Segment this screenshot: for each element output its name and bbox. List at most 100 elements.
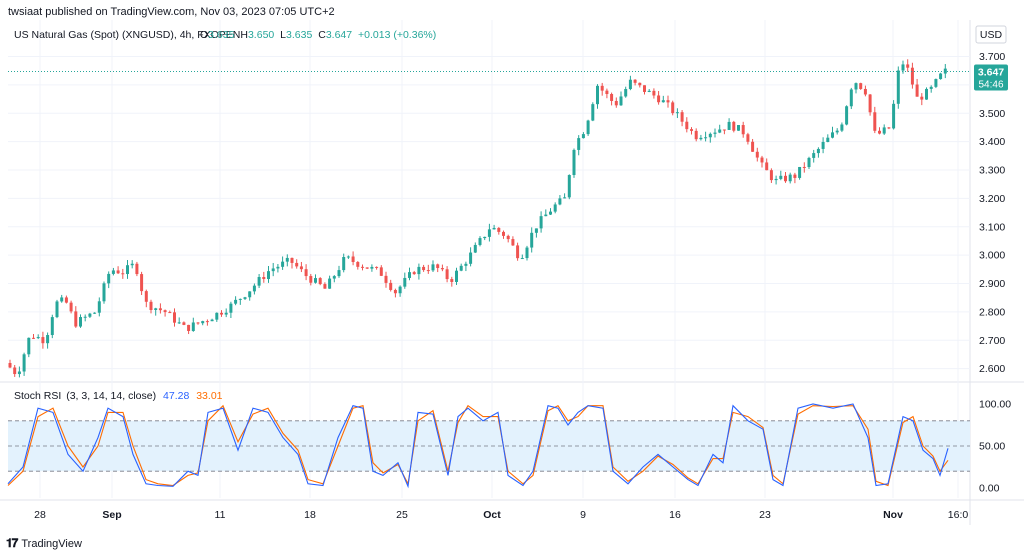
candle-body xyxy=(737,125,740,131)
candle-body xyxy=(605,90,609,95)
candle-body xyxy=(882,127,886,134)
candle-body xyxy=(304,269,308,277)
candle-body xyxy=(661,100,665,103)
candle-body xyxy=(121,273,125,275)
candle-body xyxy=(55,301,59,318)
candle-body xyxy=(173,312,176,323)
candle-body xyxy=(939,73,943,80)
candle-body xyxy=(520,258,524,260)
candle-body xyxy=(821,142,825,149)
candle-body xyxy=(229,303,233,313)
candle-body xyxy=(163,310,167,313)
candle-body xyxy=(868,94,872,113)
candle-body xyxy=(393,289,397,294)
candle-body xyxy=(544,214,548,217)
candle-body xyxy=(285,257,289,262)
candle-body xyxy=(647,90,651,92)
candle-body xyxy=(158,308,162,311)
candle-body xyxy=(351,256,355,263)
candle-body xyxy=(680,112,684,122)
candle-body xyxy=(328,278,332,289)
footer-brand[interactable]: 𝟏𝟕 TradingView xyxy=(6,536,82,551)
candles xyxy=(8,59,947,378)
price-tick-label: 2.900 xyxy=(979,278,1005,290)
candle-body xyxy=(440,268,444,270)
ohlc-legend: O3.635 H3.650 L3.635 C3.647 +0.013 (+0.3… xyxy=(200,29,436,41)
candle-body xyxy=(487,229,491,237)
candle-body xyxy=(831,132,834,138)
candle-body xyxy=(887,127,891,129)
stoch-band xyxy=(8,420,970,472)
candle-body xyxy=(755,151,759,158)
candle-body xyxy=(436,264,440,269)
candle-body xyxy=(88,313,92,317)
candle-body xyxy=(191,322,195,331)
candle-body xyxy=(332,276,336,279)
candle-body xyxy=(610,94,614,101)
candle-body xyxy=(93,312,97,314)
time-tick-label: 16 xyxy=(669,509,681,521)
candle-body xyxy=(624,89,628,97)
price-tick-label: 3.700 xyxy=(979,51,1005,63)
time-axis[interactable]: 28 Sep 11 18 25 Oct 9 16 23 Nov 16:0 xyxy=(34,509,968,521)
candle-body xyxy=(497,227,501,232)
stoch-tick-label: 0.00 xyxy=(979,483,1000,495)
candle-body xyxy=(741,125,745,135)
candle-body xyxy=(727,121,731,130)
candle-body xyxy=(802,166,806,168)
time-tick-label: 16:0 xyxy=(948,509,969,521)
price-chart[interactable]: 3.7003.6003.5003.4003.3003.2003.1003.000… xyxy=(0,20,1024,525)
candle-body xyxy=(182,322,186,325)
candle-body xyxy=(765,162,769,171)
candle-body xyxy=(97,301,101,313)
candle-body xyxy=(356,262,360,267)
price-tick-label: 3.500 xyxy=(979,108,1005,120)
price-tick-label: 3.000 xyxy=(979,250,1005,262)
candle-body xyxy=(135,263,139,275)
candle-body xyxy=(558,198,562,205)
candle-body xyxy=(873,112,877,131)
candle-body xyxy=(346,256,350,258)
chart-title: US Natural Gas (Spot) (XNGUSD), 4h, FXOP… xyxy=(14,29,240,41)
candle-body xyxy=(36,337,40,339)
price-tick-label: 3.300 xyxy=(979,165,1005,177)
currency-label: USD xyxy=(980,29,1003,41)
candle-body xyxy=(774,178,778,181)
candle-body xyxy=(567,175,571,198)
price-tick-label: 3.100 xyxy=(979,221,1005,233)
candle-body xyxy=(666,100,670,103)
candle-body xyxy=(455,270,458,282)
candle-body xyxy=(398,286,402,294)
candle-body xyxy=(638,82,642,86)
currency-box[interactable] xyxy=(975,25,1007,44)
candle-body xyxy=(746,134,750,142)
candle-body xyxy=(798,166,802,178)
candle-body xyxy=(116,270,120,274)
candle-body xyxy=(807,157,811,168)
candle-body xyxy=(760,157,764,163)
candle-body xyxy=(74,311,78,327)
last-price-value: 3.647 xyxy=(978,67,1004,79)
candle-body xyxy=(812,153,816,158)
candle-body xyxy=(925,88,928,100)
candle-body xyxy=(201,321,205,324)
candle-body xyxy=(784,175,787,182)
candle-body xyxy=(694,130,698,140)
candle-body xyxy=(704,137,708,139)
candle-body xyxy=(539,216,543,229)
candle-body xyxy=(271,268,275,272)
candle-body xyxy=(577,138,581,150)
time-tick-label: 25 xyxy=(396,509,408,521)
candle-body xyxy=(596,85,599,105)
price-axis[interactable]: 3.7003.6003.5003.4003.3003.2003.1003.000… xyxy=(979,51,1005,375)
candle-body xyxy=(111,270,115,274)
candle-body xyxy=(60,297,64,302)
candle-body xyxy=(769,170,773,181)
candle-body xyxy=(431,264,435,271)
candle-body xyxy=(262,277,266,280)
candle-body xyxy=(896,70,900,104)
candle-body xyxy=(32,337,35,339)
tradingview-logo-icon: 𝟏𝟕 xyxy=(6,536,18,550)
candle-body xyxy=(267,271,270,280)
time-tick-label: Sep xyxy=(102,509,121,521)
